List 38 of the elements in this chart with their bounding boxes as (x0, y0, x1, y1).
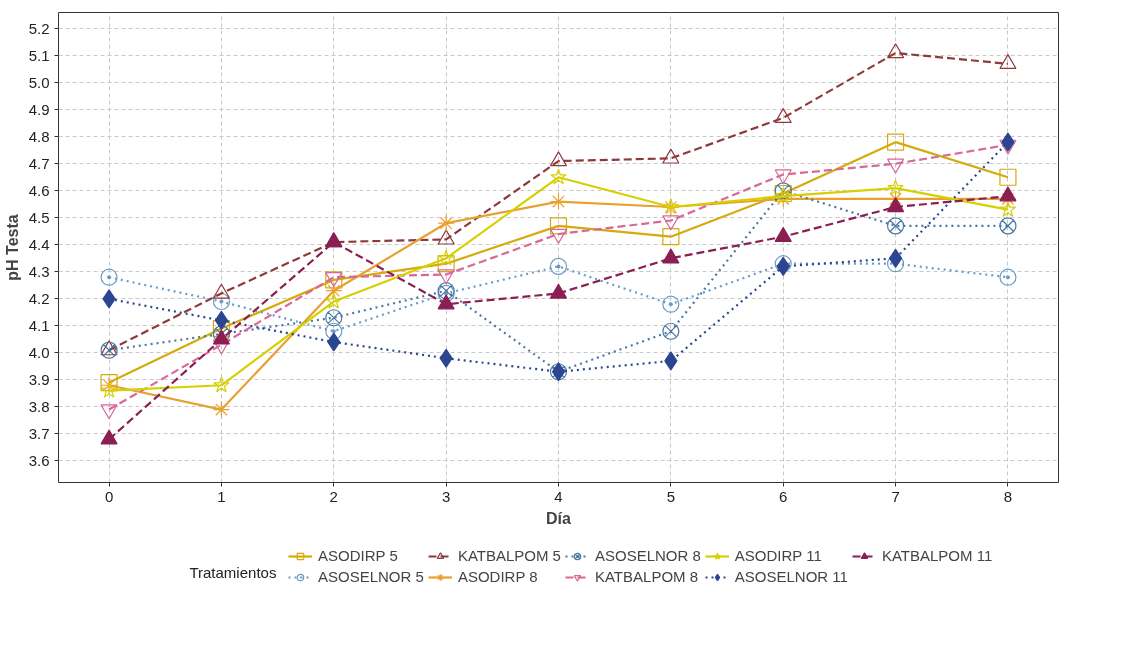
x-tick-label: 2 (329, 487, 338, 505)
y-tick-label: 4.6 (28, 181, 50, 199)
y-tick-label: 4.2 (28, 289, 50, 307)
y-tick-label: 4.5 (28, 208, 50, 226)
y-tick-label: 3.6 (28, 451, 50, 469)
y-tick-label: 4.8 (28, 127, 50, 145)
x-tick-label: 5 (666, 487, 676, 505)
x-tick-label: 8 (1003, 487, 1013, 505)
y-tick-label: 5.2 (28, 19, 50, 37)
x-tick-label: 6 (779, 487, 788, 505)
x-tick-label: 0 (104, 487, 114, 505)
legend-label: ASODIRP 11 (734, 547, 822, 564)
x-axis-title: Día (546, 509, 572, 527)
y-tick-label: 3.8 (28, 397, 50, 415)
x-tick-label: 4 (554, 487, 563, 505)
legend-title: Tratamientos (189, 564, 277, 582)
legend-label: KATBALPOM 11 (881, 547, 993, 564)
y-tick-label: 4.1 (28, 316, 50, 334)
y-tick-label: 4.4 (28, 235, 50, 253)
y-tick-label: 3.7 (28, 424, 50, 442)
x-tick-label: 7 (891, 487, 900, 505)
x-tick-label: 3 (441, 487, 451, 505)
y-tick-label: 3.9 (28, 370, 50, 388)
legend-label: ASOSELNOR 5 (318, 568, 424, 585)
y-tick-label: 5.1 (28, 46, 50, 64)
y-tick-label: 4.9 (28, 100, 50, 118)
y-axis-title: pH Testa (3, 214, 21, 281)
legend-label: KATBALPOM 8 (594, 568, 699, 585)
legend-label: ASOSELNOR 8 (594, 547, 701, 564)
y-tick-label: 4.0 (28, 343, 50, 361)
legend-label: KATBALPOM 5 (457, 547, 561, 564)
y-tick-label: 4.3 (28, 262, 50, 280)
legend-label: ASOSELNOR 11 (734, 568, 848, 585)
y-tick-label: 4.7 (28, 154, 50, 172)
legend-label: ASODIRP 5 (318, 547, 398, 564)
y-tick-label: 5.0 (28, 73, 50, 91)
legend-label: ASODIRP 8 (457, 568, 538, 585)
x-tick-label: 1 (217, 487, 226, 505)
